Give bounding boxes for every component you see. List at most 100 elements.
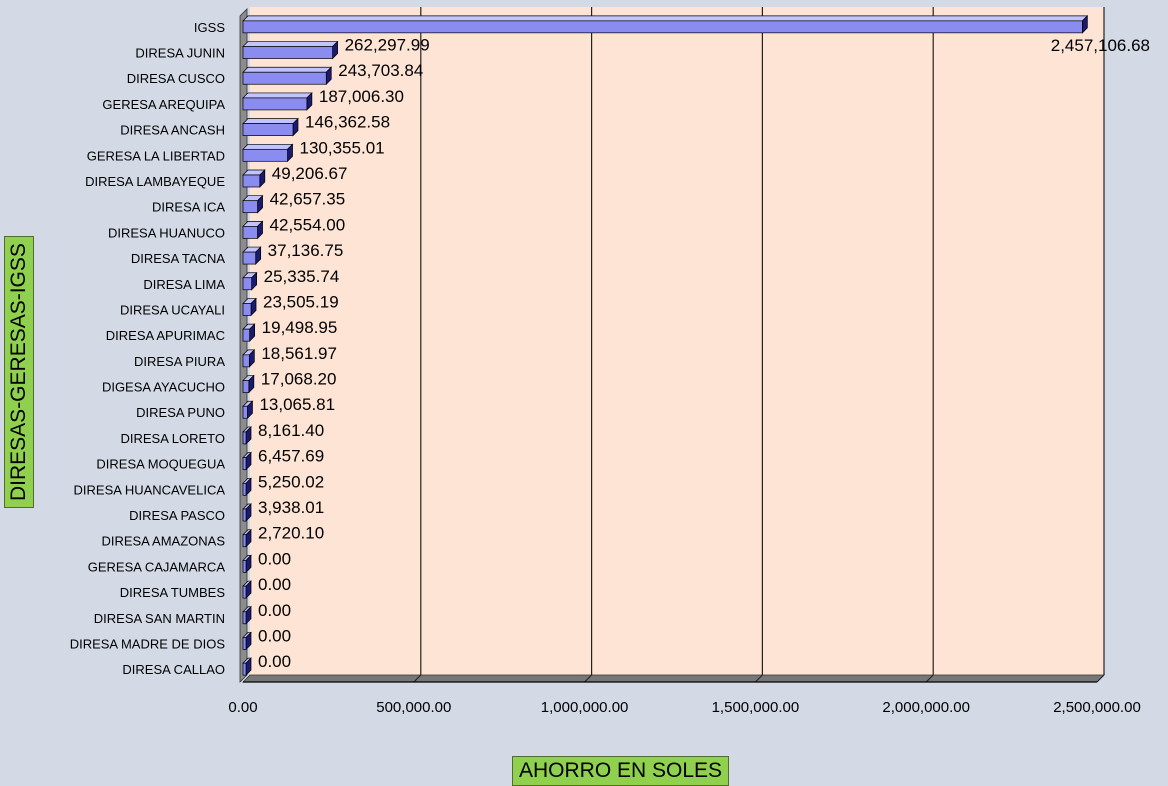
data-label: 2,720.10 (258, 524, 324, 543)
bar-top (242, 92, 313, 99)
bar-top (242, 118, 299, 124)
category-label: DIRESA AMAZONAS (101, 534, 225, 549)
bar (242, 20, 1083, 34)
category-label: DIRESA UCAYALI (120, 302, 225, 317)
category-label: DIRESA CALLAO (122, 662, 225, 677)
category-label: DIRESA MADRE DE DIOS (70, 636, 226, 651)
category-label: DIRESA PUNO (136, 405, 225, 420)
category-label: DIRESA PIURA (134, 354, 225, 369)
gridline-floor (1096, 674, 1105, 683)
bar (242, 508, 247, 522)
bar (242, 226, 258, 239)
data-label: 6,457.69 (258, 447, 324, 466)
bar (242, 71, 327, 85)
bar (242, 148, 288, 162)
data-label: 0.00 (258, 549, 291, 568)
bar (242, 560, 247, 573)
category-label: IGSS (194, 20, 225, 35)
bar (242, 482, 247, 496)
bar (242, 174, 261, 188)
data-label: 13,065.81 (259, 395, 335, 414)
data-label: 19,498.95 (262, 318, 338, 337)
data-label: 18,561.97 (261, 344, 337, 363)
plot-area (250, 7, 1104, 675)
bar (242, 354, 250, 368)
x-tick-label: 0.00 (228, 699, 257, 716)
category-label: DIRESA SAN MARTIN (94, 611, 225, 626)
bar (242, 123, 294, 136)
bar (242, 328, 251, 342)
bar (242, 611, 247, 625)
x-tick-label: 500,000.00 (376, 699, 451, 716)
category-label: DIRESA HUANUCO (108, 225, 225, 240)
gridline-floor (584, 674, 592, 683)
bar-top (242, 143, 294, 150)
category-label: DIRESA ICA (152, 200, 225, 215)
category-label: GERESA AREQUIPA (102, 97, 225, 112)
bar (242, 585, 247, 599)
bar (242, 662, 247, 676)
x-axis-title: AHORRO EN SOLES (512, 756, 730, 786)
data-label: 0.00 (258, 652, 291, 671)
category-label: DIRESA HUANCAVELICA (74, 482, 226, 497)
data-label: 49,206.67 (272, 164, 348, 183)
bar (242, 534, 247, 548)
data-label: 37,136.75 (268, 241, 344, 260)
data-label: 0.00 (258, 575, 291, 594)
data-label: 146,362.58 (305, 113, 390, 132)
bar (242, 380, 250, 393)
category-label: GERESA CAJAMARCA (88, 559, 226, 574)
data-label: 0.00 (258, 626, 291, 645)
x-tick-label: 2,500,000.00 (1053, 699, 1141, 716)
bar (242, 97, 308, 111)
bar (242, 46, 333, 59)
data-label: 8,161.40 (258, 421, 324, 440)
data-label: 2,457,106.68 (1051, 36, 1150, 55)
bar (242, 251, 257, 265)
bar (242, 405, 248, 419)
y-axis-title: DIRESAS-GERESAS-IGSS (4, 236, 34, 508)
category-label: DIRESA CUSCO (127, 71, 225, 86)
data-label: 0.00 (258, 601, 291, 620)
category-label: DIRESA ANCASH (120, 123, 225, 138)
x-tick-label: 1,500,000.00 (712, 699, 800, 716)
gridline-floor (925, 674, 934, 683)
data-label: 25,335.74 (264, 267, 340, 286)
category-label: DIRESA TUMBES (120, 585, 226, 600)
category-label: DIRESA JUNIN (135, 46, 225, 61)
gridline-floor (755, 674, 763, 683)
bar (242, 200, 258, 214)
data-label: 17,068.20 (261, 370, 337, 389)
x-tick-label: 2,000,000.00 (882, 699, 970, 716)
data-label: 130,355.01 (300, 138, 385, 157)
data-label: 42,657.35 (270, 190, 346, 209)
category-label: DIRESA PASCO (129, 508, 225, 523)
data-label: 187,006.30 (319, 87, 404, 106)
category-label: DIRESA LAMBAYEQUE (85, 174, 225, 189)
bar-top (242, 66, 333, 73)
gridline-floor (413, 674, 422, 683)
category-label: DIRESA MOQUEGUA (96, 457, 225, 472)
data-label: 262,297.99 (345, 36, 430, 55)
category-label: DIGESA AYACUCHO (102, 380, 225, 395)
chart-floor (242, 674, 1105, 683)
bar-top (242, 41, 339, 47)
bar (242, 431, 247, 445)
category-label: DIRESA TACNA (131, 251, 225, 266)
bar (242, 637, 247, 650)
category-label: GERESA LA LIBERTAD (87, 148, 225, 163)
category-label: DIRESA LIMA (143, 277, 225, 292)
data-label: 5,250.02 (258, 472, 324, 491)
data-label: 23,505.19 (263, 292, 339, 311)
bar (242, 277, 253, 291)
bar (242, 303, 252, 316)
data-label: 3,938.01 (258, 498, 324, 517)
category-label: DIRESA APURIMAC (106, 328, 225, 343)
category-label: DIRESA LORETO (120, 431, 225, 446)
x-tick-label: 1,000,000.00 (541, 699, 629, 716)
data-label: 42,554.00 (270, 215, 346, 234)
data-label: 243,703.84 (338, 61, 423, 80)
bar-top (242, 15, 1089, 22)
